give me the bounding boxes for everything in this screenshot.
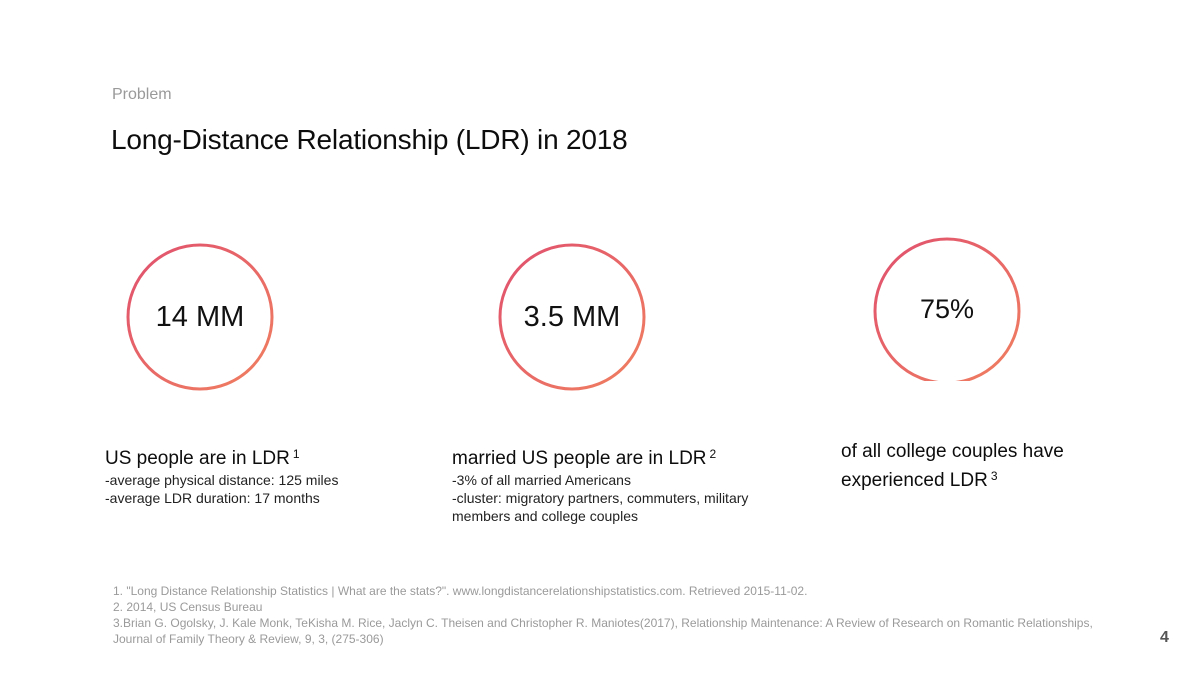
footnote-ref: 1 (292, 447, 300, 461)
footnote-2: 2. 2014, US Census Bureau (113, 600, 263, 614)
stat-detail: -average LDR duration: 17 months (105, 490, 320, 506)
stat-value: 3.5 MM (523, 301, 621, 333)
stat-circle-2: 3.5 MM (498, 243, 646, 391)
ring-graphic (498, 243, 646, 391)
footnote-ref: 3 (990, 469, 998, 483)
stat-headline: US people are in LDR 1 (105, 447, 300, 469)
stat-detail: -average physical distance: 125 miles (105, 472, 339, 488)
footnote-3: 3.Brian G. Ogolsky, J. Kale Monk, TeKish… (113, 616, 1093, 646)
slide-title: Long-Distance Relationship (LDR) in 2018 (111, 124, 628, 155)
stat-headline: of all college couples have experienced … (841, 441, 1064, 491)
section-label: Problem (112, 86, 172, 103)
stat-detail: -3% of all married Americans (452, 472, 631, 488)
ring-graphic (126, 243, 274, 391)
stat-description-1: US people are in LDR 1 -average physical … (105, 442, 405, 507)
stat-headline: married US people are in LDR 2 (452, 447, 717, 469)
ring-graphic (873, 237, 1021, 381)
stat-description-2: married US people are in LDR 2 -3% of all… (452, 442, 782, 525)
stat-description-3: of all college couples have experienced … (841, 440, 1101, 493)
footnote-1: 1. "Long Distance Relationship Statistic… (113, 584, 808, 598)
stat-circle-1: 14 MM (126, 243, 274, 391)
footnotes: 1. "Long Distance Relationship Statistic… (113, 583, 1093, 647)
stat-detail: -cluster: migratory partners, commuters,… (452, 490, 749, 524)
stat-circle-3: 75% (873, 233, 1021, 381)
stat-value: 75% (919, 294, 975, 324)
footnote-ref: 2 (709, 447, 717, 461)
stat-value: 14 MM (155, 301, 245, 333)
page-number: 4 (1160, 629, 1169, 646)
